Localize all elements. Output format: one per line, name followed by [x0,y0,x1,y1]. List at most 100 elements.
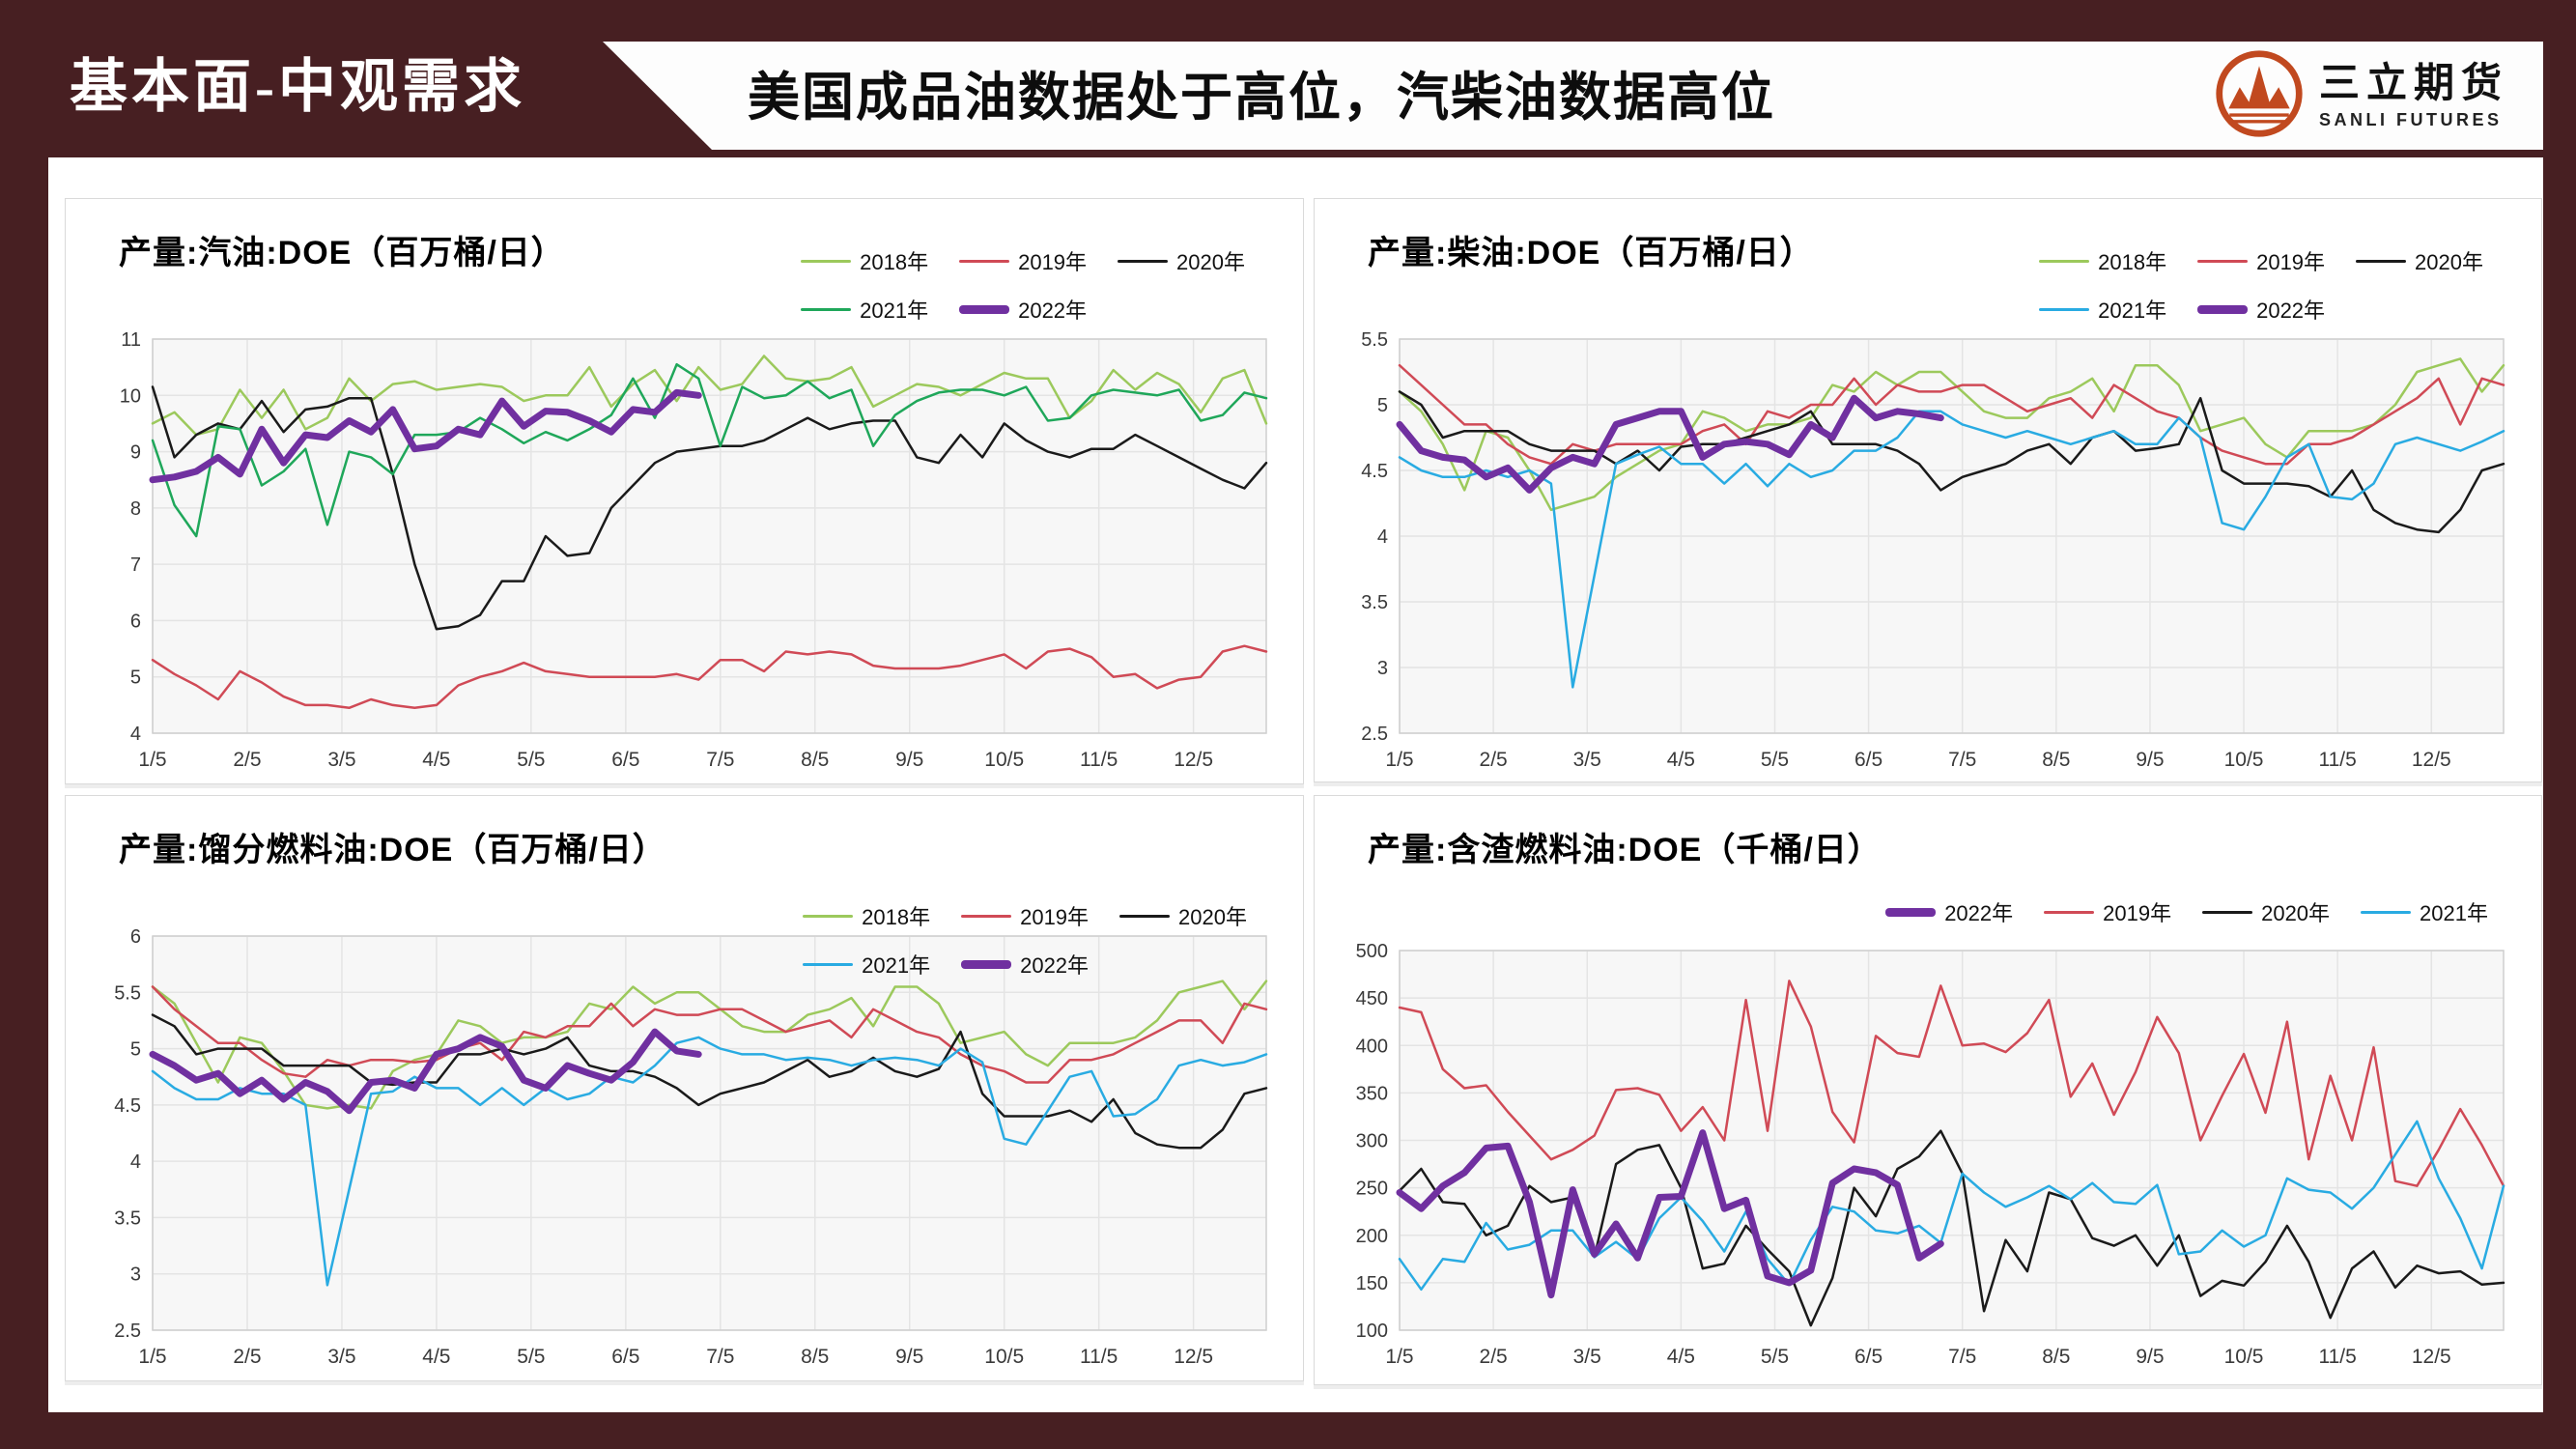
company-logo: 三立期货 SANLI FUTURES [2213,49,2508,142]
svg-text:10: 10 [120,385,141,407]
legend-item: 2022年 [959,294,1087,325]
svg-text:11/5: 11/5 [2319,1346,2357,1368]
svg-text:5.5: 5.5 [1361,329,1388,351]
chart-legend: 2018年 2019年 2020年 2021年 2022年 [801,245,1245,325]
legend-item: 2021年 [2361,896,2488,927]
chart-legend: 2022年 2019年 2020年 2021年 [1885,896,2488,927]
legend-label: 2018年 [862,905,931,929]
chart-plot: 2.5 3 3.5 4 4.5 5 5.5 6 1/5 2/5 3/5 4/5 5/5 6/5 7/5 8/5… [77,926,1289,1380]
legend-swatch-icon [2039,307,2090,311]
svg-text:4/5: 4/5 [1667,749,1695,771]
legend-row: 2021年 2022年 [801,294,1087,325]
svg-text:2/5: 2/5 [233,749,261,771]
legend-row: 2022年 2019年 2020年 2021年 [1885,896,2488,927]
legend-swatch-icon [1119,914,1171,918]
svg-text:6/5: 6/5 [611,1346,639,1368]
mountain-logo-icon [2213,47,2306,145]
legend-row: 2021年 2022年 [2039,294,2325,325]
svg-text:4/5: 4/5 [422,1346,450,1368]
legend-item: 2019年 [2044,896,2171,927]
legend-item: 2022年 [1885,896,2013,927]
svg-text:7/5: 7/5 [1948,749,1976,771]
page-title: 美国成品油数据处于高位，汽柴油数据高位 [748,69,1775,127]
svg-text:150: 150 [1356,1273,1388,1294]
svg-text:8/5: 8/5 [801,1346,829,1368]
svg-text:12/5: 12/5 [2412,1346,2451,1368]
svg-text:4.5: 4.5 [1361,461,1388,482]
svg-text:5.5: 5.5 [114,982,141,1004]
legend-swatch-icon [803,914,854,918]
svg-text:500: 500 [1356,941,1388,962]
chart-plot: 4 5 6 7 8 9 10 11 1/5 2/5 3/5 4/5 5/5 6/5 7/5 8/5 9/5 10/… [77,329,1289,783]
svg-text:4/5: 4/5 [422,749,450,771]
chart-title: 产量:汽油:DOE（百万桶/日） [119,235,565,271]
svg-text:8/5: 8/5 [2042,1346,2070,1368]
svg-text:200: 200 [1356,1226,1388,1247]
svg-text:1/5: 1/5 [138,749,166,771]
svg-text:3.5: 3.5 [114,1208,141,1229]
legend-swatch-icon [961,959,1012,969]
svg-text:11: 11 [121,329,141,351]
svg-text:8/5: 8/5 [2042,749,2070,771]
legend-label: 2019年 [2256,250,2326,274]
svg-text:7/5: 7/5 [706,749,734,771]
chart-legend: 2018年 2019年 2020年 2021年 2022年 [803,900,1247,980]
svg-text:12/5: 12/5 [1174,749,1213,771]
legend-item: 2021年 [803,949,930,980]
svg-text:11/5: 11/5 [1080,749,1118,771]
svg-text:9/5: 9/5 [2136,749,2164,771]
chart-legend: 2018年 2019年 2020年 2021年 2022年 [2039,245,2483,325]
svg-text:2.5: 2.5 [1361,724,1388,745]
svg-text:400: 400 [1356,1036,1388,1057]
svg-text:11/5: 11/5 [1080,1346,1118,1368]
legend-item: 2018年 [801,245,928,276]
svg-text:9/5: 9/5 [2136,1346,2164,1368]
svg-text:9/5: 9/5 [895,1346,923,1368]
legend-swatch-icon [959,304,1010,314]
svg-text:12/5: 12/5 [1174,1346,1213,1368]
legend-item: 2020年 [1119,900,1247,931]
svg-text:2/5: 2/5 [1480,1346,1508,1368]
svg-text:5: 5 [130,1039,141,1061]
chart-panel-residual: 产量:含渣燃料油:DOE（千桶/日） 2022年 2019年 2020年 2021年 … [1314,795,2542,1385]
legend-label: 2018年 [860,250,929,274]
legend-swatch-icon [2197,259,2249,263]
legend-row: 2018年 2019年 2020年 [801,245,1245,276]
svg-text:6/5: 6/5 [1854,1346,1882,1368]
svg-text:4: 4 [1377,526,1388,548]
svg-text:5/5: 5/5 [517,1346,545,1368]
legend-label: 2020年 [1178,905,1247,929]
legend-item: 2020年 [1118,245,1245,276]
svg-text:1/5: 1/5 [138,1346,166,1368]
legend-swatch-icon [801,259,852,263]
chart-title: 产量:柴油:DOE（百万桶/日） [1368,235,1814,271]
legend-label: 2019年 [1018,250,1088,274]
svg-text:4: 4 [130,1151,141,1173]
svg-text:2/5: 2/5 [1480,749,1508,771]
title-banner: 美国成品油数据处于高位，汽柴油数据高位 三立期货 SANLI FUTURES [603,42,2543,150]
section-label: 基本面-中观需求 [70,55,525,119]
svg-text:3.5: 3.5 [1361,592,1388,613]
svg-text:300: 300 [1356,1131,1388,1152]
svg-text:10/5: 10/5 [2224,1346,2264,1368]
legend-label: 2018年 [2098,250,2167,274]
legend-item: 2022年 [961,949,1089,980]
legend-swatch-icon [2039,259,2090,263]
chart-plot: 2.5 3 3.5 4 4.5 5 5.5 1/5 2/5 3/5 4/5 5/5 6/5 7/5 8/5 9… [1324,329,2527,783]
svg-text:8: 8 [130,498,141,520]
svg-text:1/5: 1/5 [1385,749,1413,771]
legend-swatch-icon [961,914,1012,918]
chart-panel-distillate: 产量:馏分燃料油:DOE（百万桶/日） 2018年 2019年 2020年 2021年… [65,795,1304,1381]
svg-text:3/5: 3/5 [1573,749,1601,771]
svg-text:10/5: 10/5 [984,749,1024,771]
legend-swatch-icon [2197,304,2249,314]
content-area: 产量:汽油:DOE（百万桶/日） 2018年 2019年 2020年 2021年 202… [48,157,2543,1412]
logo-text: 三立期货 SANLI FUTURES [2319,59,2508,132]
legend-item: 2020年 [2202,896,2330,927]
legend-swatch-icon [801,307,852,311]
chart-svg: 2.5 3 3.5 4 4.5 5 5.5 6 1/5 2/5 3/5 4/5 5/5 6/5 7/5 8/5… [114,926,1268,1368]
header-band: 基本面-中观需求 美国成品油数据处于高位，汽柴油数据高位 三立期货 SANLI … [0,0,2576,157]
svg-text:5/5: 5/5 [1761,1346,1789,1368]
svg-text:6: 6 [130,611,141,632]
legend-label: 2021年 [2420,901,2488,925]
